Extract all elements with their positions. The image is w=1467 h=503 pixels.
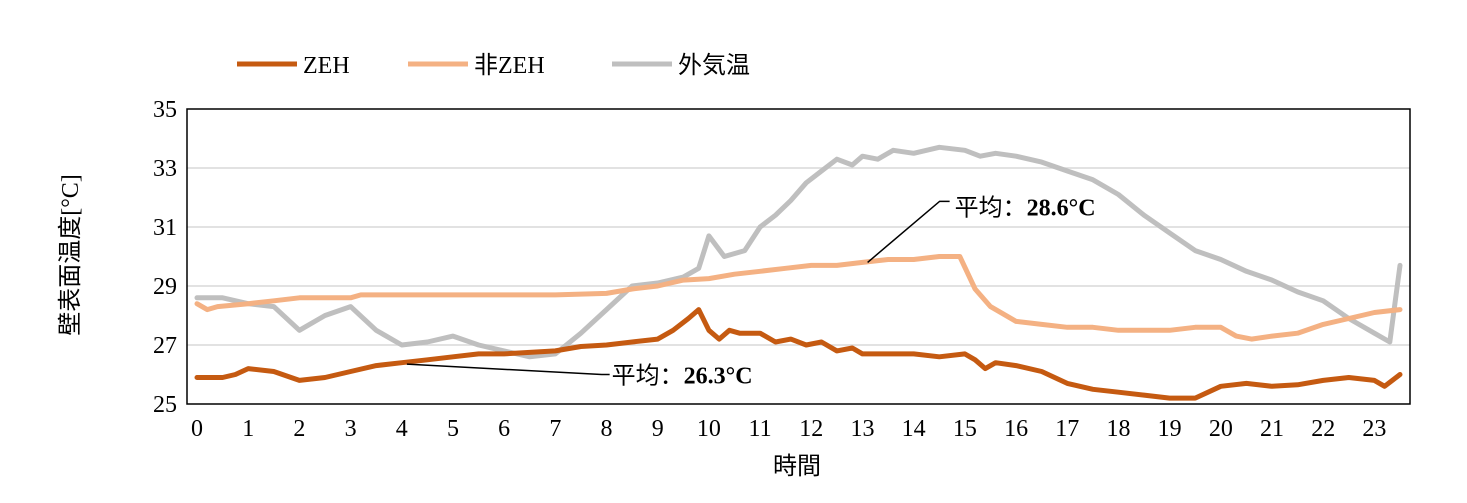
series-line-2 [194,254,1403,342]
x-tick-label: 15 [953,416,977,442]
x-tick-label: 13 [850,416,874,442]
legend: ZEH 非ZEH 外気温 [237,52,750,79]
x-axis-ticks: 0 1 2 3 4 5 6 7 8 9 10 11 12 13 14 15 16 17 18 19 20 21 22 23 [191,416,1386,442]
x-axis-title: 時間 [773,453,821,480]
x-tick-label: 6 [498,416,510,442]
x-tick-label: 21 [1260,416,1284,442]
y-tick-label: 27 [153,333,177,359]
annotation-leader [406,363,610,376]
x-tick-label: 23 [1362,416,1386,442]
y-tick-label: 33 [153,156,177,182]
x-tick-label: 2 [293,416,305,442]
annotation-leader [867,200,950,263]
legend-label: 非ZEH [474,52,545,79]
x-tick-label: 12 [799,416,823,442]
y-tick-label: 35 [153,97,177,123]
x-tick-label: 8 [601,416,613,442]
annotation-prefix: 平均： [612,363,684,390]
annotation-label: 平均：26.3°C [612,363,753,390]
x-tick-label: 10 [697,416,721,442]
y-axis-title: 壁表面温度[°C] [57,174,84,336]
x-tick-label: 20 [1209,416,1233,442]
x-tick-label: 4 [396,416,408,442]
x-tick-label: 18 [1106,416,1130,442]
x-tick-label: 0 [191,416,203,442]
x-tick-label: 11 [749,416,772,442]
x-tick-label: 22 [1311,416,1335,442]
plot-area-frame [186,108,1411,405]
annotation-value: 26.3°C [684,364,753,390]
x-tick-label: 16 [1004,416,1028,442]
y-tick-label: 31 [153,215,177,241]
series-line-1 [194,307,1403,401]
series-line-3 [194,144,1403,360]
x-tick-label: 9 [652,416,664,442]
x-tick-label: 17 [1055,416,1079,442]
y-axis-ticks: 25 27 29 31 33 35 [153,97,177,418]
legend-label: ZEH [303,53,350,79]
x-tick-label: 14 [902,416,926,442]
x-tick-label: 3 [345,416,357,442]
annotation-label: 平均：28.6°C [955,194,1096,221]
series-group [194,144,1403,401]
x-tick-label: 1 [242,416,254,442]
gridlines [187,167,1410,346]
y-tick-label: 25 [153,392,177,418]
annotation-value: 28.6°C [1027,195,1096,221]
legend-label: 外気温 [678,52,750,79]
x-tick-label: 7 [549,416,561,442]
annotations: 平均：26.3°C平均：28.6°C [406,194,1096,390]
y-tick-label: 29 [153,274,177,300]
annotation-prefix: 平均： [955,194,1027,221]
x-tick-label: 19 [1158,416,1182,442]
x-tick-label: 5 [447,416,459,442]
